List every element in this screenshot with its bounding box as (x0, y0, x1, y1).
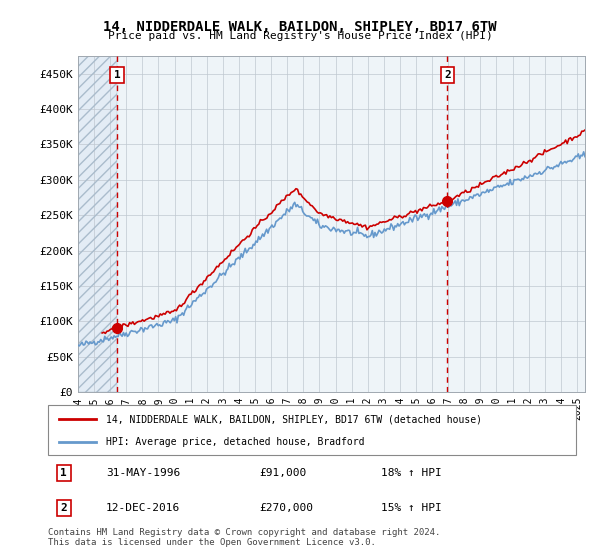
Text: £91,000: £91,000 (259, 468, 307, 478)
Text: Contains HM Land Registry data © Crown copyright and database right 2024.
This d: Contains HM Land Registry data © Crown c… (48, 528, 440, 547)
Bar (78, 56, 117, 392)
Text: 31-MAY-1996: 31-MAY-1996 (106, 468, 181, 478)
Text: HPI: Average price, detached house, Bradford: HPI: Average price, detached house, Brad… (106, 437, 365, 447)
Text: 18% ↑ HPI: 18% ↑ HPI (380, 468, 442, 478)
Text: 15% ↑ HPI: 15% ↑ HPI (380, 503, 442, 513)
Bar (78, 56, 117, 392)
FancyBboxPatch shape (48, 405, 576, 455)
Text: £270,000: £270,000 (259, 503, 313, 513)
Text: 2: 2 (444, 70, 451, 80)
Text: 14, NIDDERDALE WALK, BAILDON, SHIPLEY, BD17 6TW: 14, NIDDERDALE WALK, BAILDON, SHIPLEY, B… (103, 20, 497, 34)
Text: 1: 1 (61, 468, 67, 478)
Text: 1: 1 (113, 70, 121, 80)
Text: 2: 2 (61, 503, 67, 513)
Text: Price paid vs. HM Land Registry's House Price Index (HPI): Price paid vs. HM Land Registry's House … (107, 31, 493, 41)
Text: 12-DEC-2016: 12-DEC-2016 (106, 503, 181, 513)
Text: 14, NIDDERDALE WALK, BAILDON, SHIPLEY, BD17 6TW (detached house): 14, NIDDERDALE WALK, BAILDON, SHIPLEY, B… (106, 414, 482, 424)
